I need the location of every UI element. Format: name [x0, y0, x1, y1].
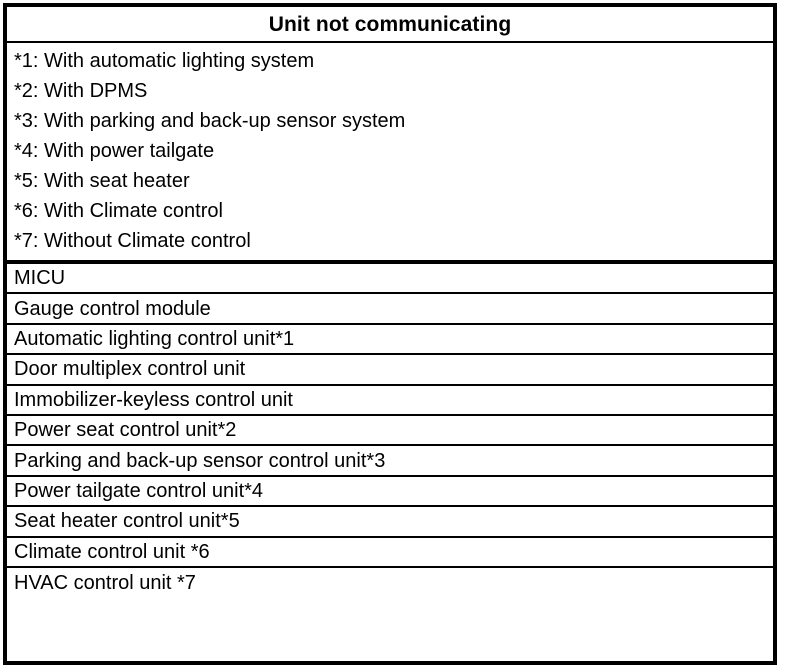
- footnote-item: *3: With parking and back-up sensor syst…: [14, 110, 406, 132]
- unit-communication-table: Unit not communicating *1: With automati…: [3, 3, 777, 665]
- unit-label: Seat heater control unit*5: [14, 510, 240, 533]
- unit-label: Automatic lighting control unit*1: [14, 327, 295, 350]
- unit-label: Power tailgate control unit*4: [14, 479, 264, 502]
- unit-list: MICU Gauge control module Automatic ligh…: [7, 264, 773, 598]
- unit-label: Door multiplex control unit: [14, 358, 246, 381]
- footnote-item: *7: Without Climate control: [14, 230, 251, 252]
- table-row: Automatic lighting control unit*1: [7, 325, 773, 356]
- table-row: Climate control unit *6: [7, 538, 773, 568]
- table-header-row: Unit not communicating: [7, 7, 773, 43]
- unit-label: MICU: [14, 267, 66, 290]
- unit-label: Climate control unit *6: [14, 540, 210, 563]
- footnote-item: *6: With Climate control: [14, 200, 223, 222]
- footnote-item: *5: With seat heater: [14, 170, 190, 192]
- footnote-item: *1: With automatic lighting system: [14, 50, 315, 72]
- footnote-item: *4: With power tailgate: [14, 140, 215, 162]
- unit-label: Gauge control module: [14, 297, 211, 320]
- footnote-item: *2: With DPMS: [14, 80, 148, 102]
- unit-label: Parking and back-up sensor control unit*…: [14, 449, 386, 472]
- table-row: MICU: [7, 264, 773, 295]
- footnotes-block: *1: With automatic lighting system *2: W…: [7, 43, 773, 264]
- table-row: Gauge control module: [7, 294, 773, 325]
- unit-label: HVAC control unit *7: [14, 571, 196, 594]
- table-row: Power seat control unit*2: [7, 416, 773, 447]
- table-row: Power tailgate control unit*4: [7, 477, 773, 508]
- table-row: Seat heater control unit*5: [7, 507, 773, 538]
- page-title: Unit not communicating: [268, 12, 512, 36]
- table-row: HVAC control unit *7: [7, 568, 773, 598]
- table-row: Parking and back-up sensor control unit*…: [7, 446, 773, 477]
- unit-label: Immobilizer-keyless control unit: [14, 388, 293, 411]
- unit-label: Power seat control unit*2: [14, 419, 237, 442]
- table-row: Door multiplex control unit: [7, 355, 773, 386]
- table-row: Immobilizer-keyless control unit: [7, 386, 773, 416]
